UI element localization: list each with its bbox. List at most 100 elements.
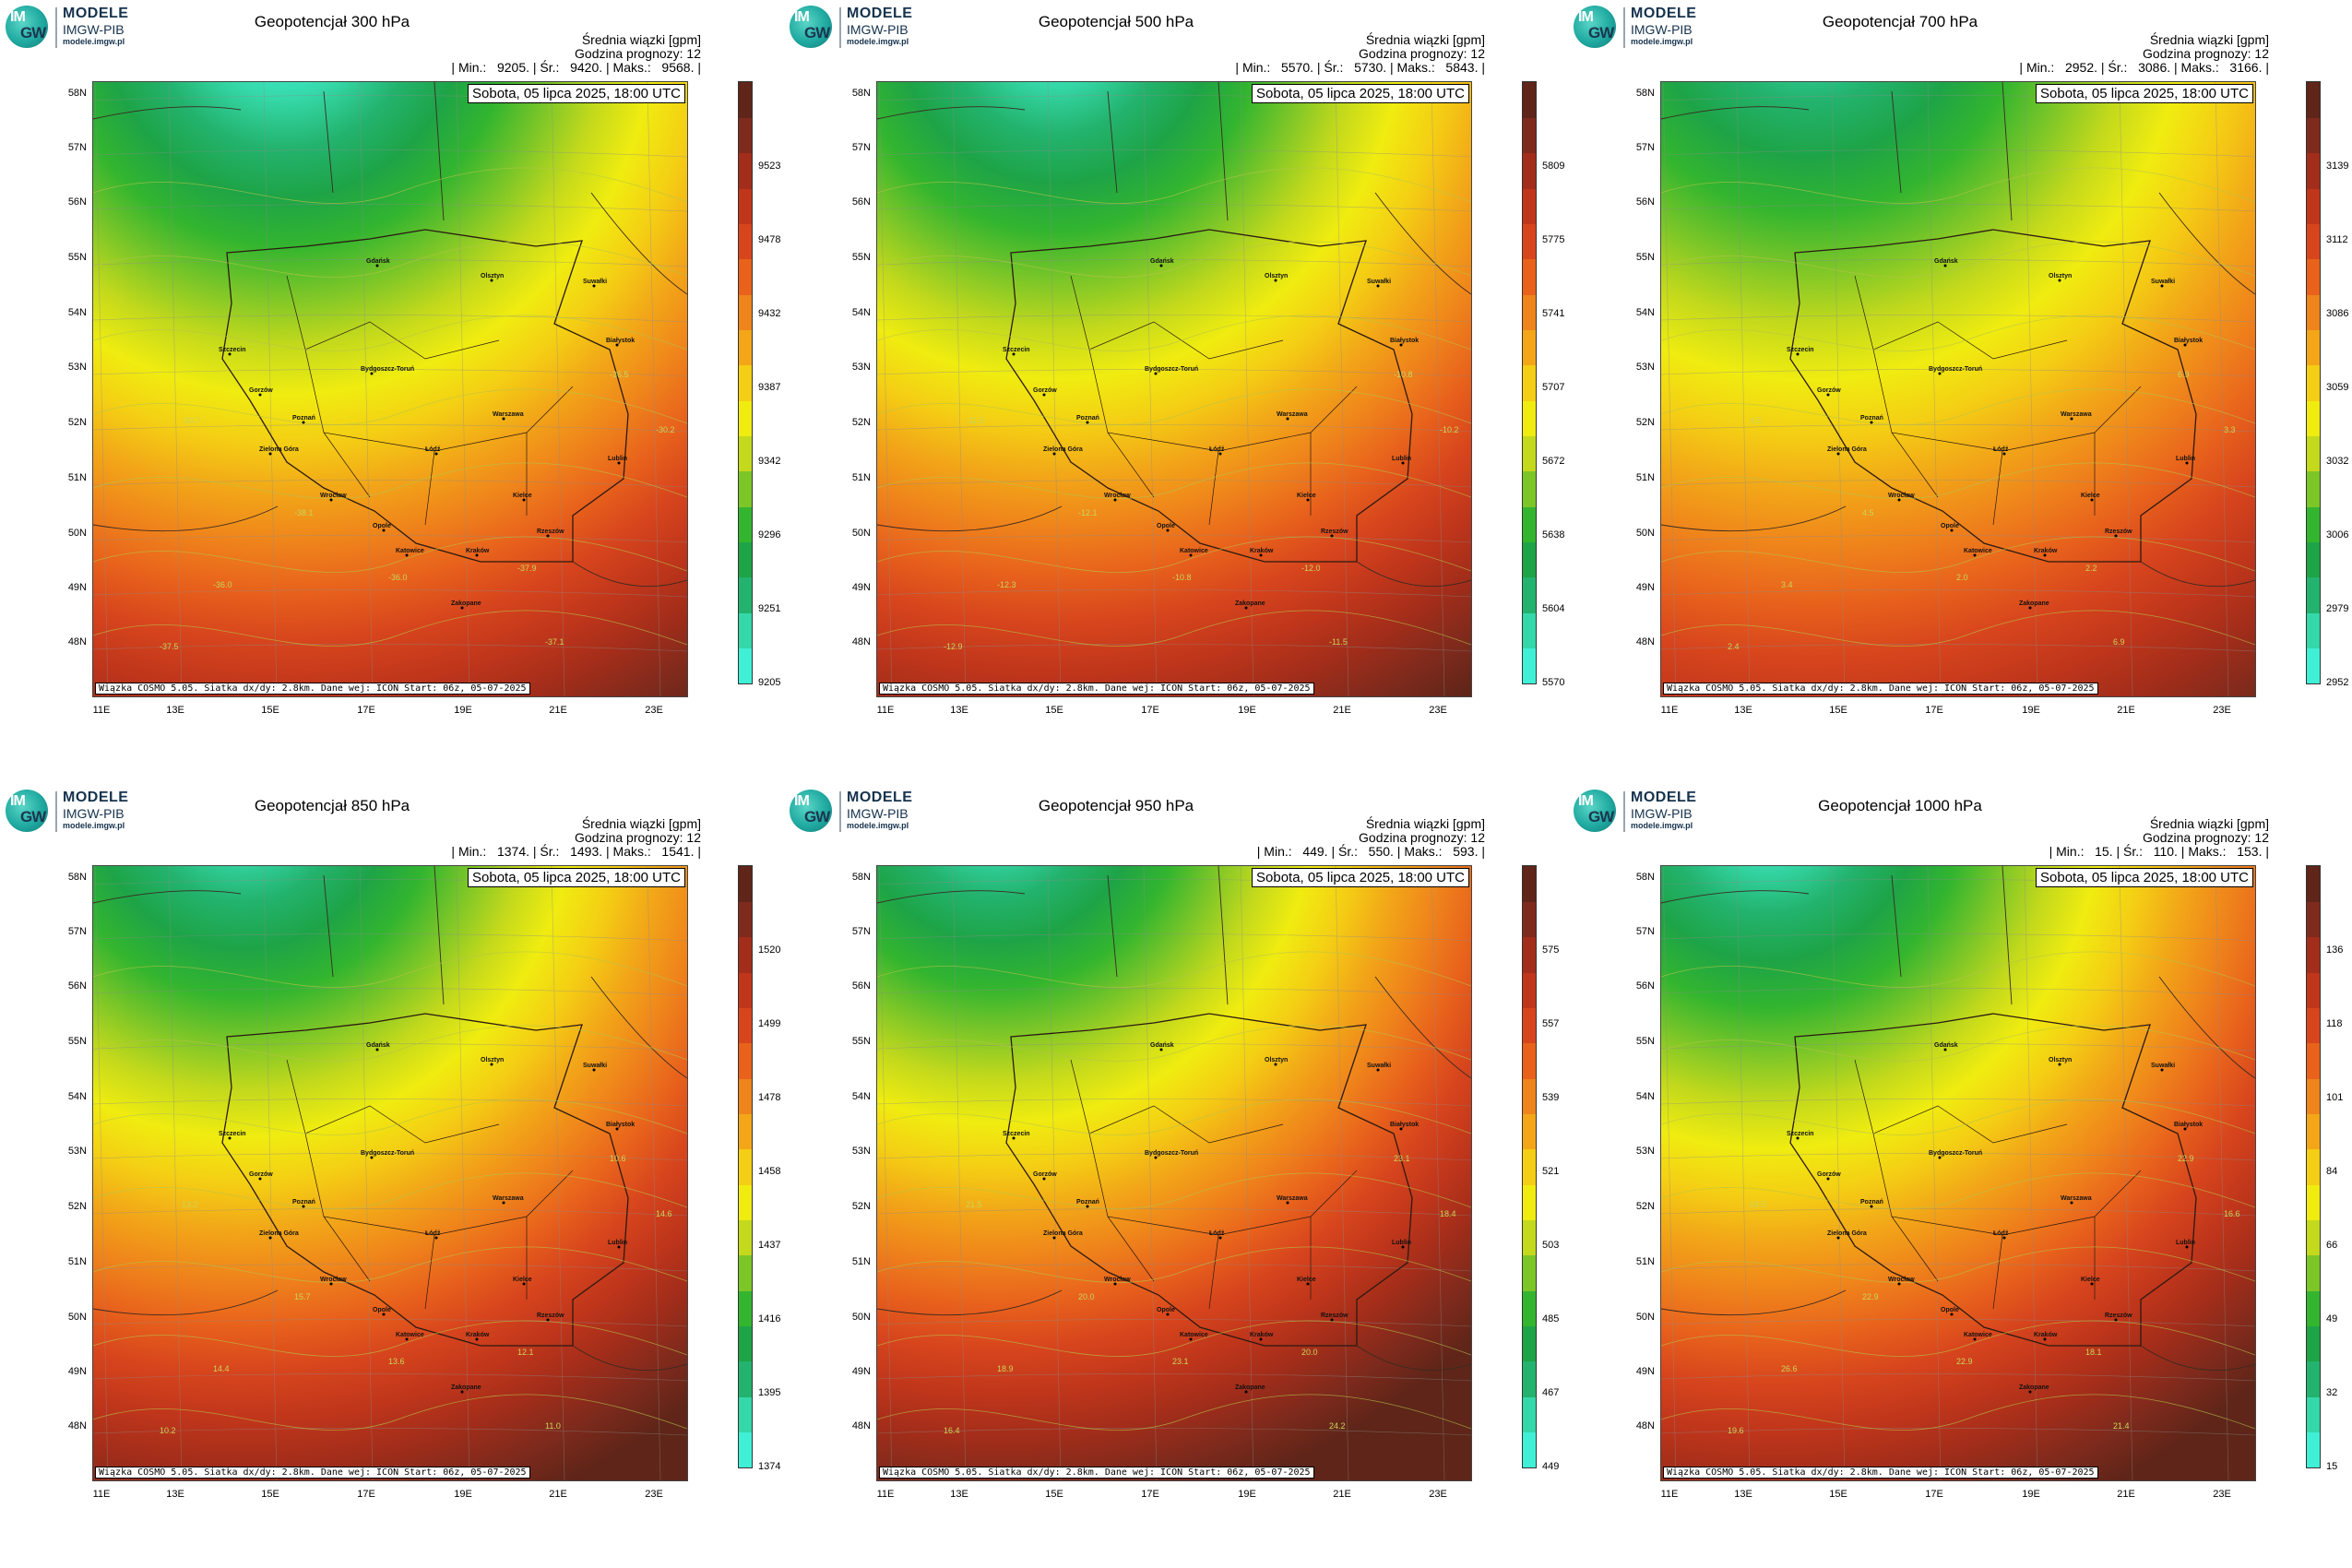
- contour-value: -10.8: [1394, 370, 1413, 379]
- city-dot: [1950, 1313, 1954, 1316]
- city-name: Suwałki: [2151, 279, 2175, 285]
- field-map: Gdańsk Olsztyn Suwałki Szczecin Białystok Byd…: [877, 82, 1471, 696]
- map-area[interactable]: Gdańsk Olsztyn Suwałki Szczecin Białystok Byd…: [1660, 81, 2256, 697]
- city-name: Kraków: [1250, 1332, 1274, 1338]
- city-name: Gorzów: [1817, 387, 1841, 394]
- city-name: Suwałki: [583, 279, 607, 285]
- city-name: Łódź: [1993, 1230, 2009, 1237]
- contour-value: 24.5: [1750, 1200, 1766, 1209]
- city-dot: [302, 1205, 305, 1208]
- logo-url[interactable]: modele.imgw.pl: [1631, 37, 1693, 46]
- city-name: Bydgoszcz-Toruń: [361, 366, 414, 373]
- colorbar-segment: [739, 1042, 752, 1079]
- map-area[interactable]: Gdańsk Olsztyn Suwałki Szczecin Białystok Byd…: [876, 81, 1472, 697]
- unit-line: Średnia wiązki [gpm]: [581, 32, 701, 47]
- lon-tick-label: 23E: [1429, 705, 1447, 716]
- city-label: Rzeszów: [1321, 1313, 1348, 1322]
- city-dot: [1166, 529, 1170, 532]
- city-label: Łódź: [1209, 1230, 1225, 1240]
- colorbar-segment: [739, 1431, 752, 1468]
- city-label: Łódź: [1209, 446, 1225, 456]
- imgw-logo[interactable]: IM GW MODELE IMGW-PIB modele.imgw.pl: [6, 790, 153, 834]
- city-dot: [1836, 452, 1840, 456]
- city-label: Warszawa: [1277, 411, 1308, 421]
- colorbar-segment: [739, 117, 752, 154]
- colorbar-label: 1458: [758, 1166, 781, 1177]
- city-label: Białystok: [1390, 338, 1419, 347]
- lat-tick-label: 55N: [1635, 252, 1655, 263]
- contour-lines: [1661, 167, 2255, 647]
- stats-line: | Min.: 1374. | Śr.: 1493. | Maks.: 1541…: [451, 844, 701, 859]
- colorbar-label: 3006: [2326, 529, 2349, 540]
- lat-tick-label: 54N: [851, 307, 871, 318]
- lat-tick-label: 57N: [851, 926, 871, 937]
- city-label: Poznań: [1860, 415, 1883, 424]
- colorbar-segment: [1523, 1325, 1536, 1362]
- lon-tick-label: 15E: [1045, 1489, 1063, 1500]
- valid-date: Sobota, 05 lipca 2025, 18:00 UTC: [468, 868, 685, 887]
- city-name: Szczecin: [1003, 347, 1030, 353]
- panel-info: Średnia wiązki [gpm] Godzina prognozy: 12…: [1235, 33, 1485, 75]
- logo-url[interactable]: modele.imgw.pl: [63, 821, 125, 830]
- panel-info: Średnia wiązki [gpm] Godzina prognozy: 12…: [2019, 33, 2269, 75]
- city-dot: [1286, 1201, 1289, 1205]
- imgw-logo[interactable]: IM GW MODELE IMGW-PIB modele.imgw.pl: [1574, 790, 1721, 834]
- city-label: Kraków: [2034, 1332, 2058, 1341]
- contour-value: 10.2: [160, 1426, 176, 1435]
- logo-url[interactable]: modele.imgw.pl: [847, 821, 909, 830]
- country-border: [221, 1013, 629, 1347]
- city-label: Lublin: [608, 1240, 627, 1249]
- graticule: [1661, 866, 2255, 1480]
- city-dot: [617, 1245, 621, 1249]
- lat-tick-label: 58N: [851, 88, 871, 99]
- logo-url[interactable]: modele.imgw.pl: [63, 37, 125, 46]
- lat-tick-label: 51N: [851, 472, 871, 483]
- map-area[interactable]: Gdańsk Olsztyn Suwałki Szczecin Białystok Byd…: [92, 865, 688, 1481]
- city-dot: [1897, 498, 1901, 502]
- contour-value: 23.1: [1394, 1154, 1410, 1163]
- city-label: Kraków: [466, 1332, 490, 1341]
- contour-value: -36.0: [213, 580, 232, 589]
- imgw-logo[interactable]: IM GW MODELE IMGW-PIB modele.imgw.pl: [6, 6, 153, 50]
- city-label: Bydgoszcz-Toruń: [1929, 366, 1982, 375]
- lon-tick-label: 17E: [1141, 705, 1159, 716]
- colorbar: [2306, 81, 2321, 684]
- contour-value: -37.9: [517, 564, 537, 573]
- lat-tick-label: 52N: [1635, 1201, 1655, 1212]
- map-area[interactable]: Gdańsk Olsztyn Suwałki Szczecin Białystok Byd…: [92, 81, 688, 697]
- lon-tick-label: 21E: [1333, 705, 1351, 716]
- lat-tick-label: 50N: [67, 528, 87, 539]
- city-dot: [1973, 1337, 1977, 1341]
- city-label: Rzeszów: [1321, 529, 1348, 538]
- lat-tick-label: 51N: [1635, 1256, 1655, 1267]
- logo-url[interactable]: modele.imgw.pl: [847, 37, 909, 46]
- logo-url[interactable]: modele.imgw.pl: [1631, 821, 1693, 830]
- city-dot: [1042, 1177, 1046, 1181]
- field-map: Gdańsk Olsztyn Suwałki Szczecin Białystok Byd…: [877, 866, 1471, 1480]
- city-label: Gorzów: [249, 1171, 273, 1181]
- lat-tick-label: 49N: [1635, 1366, 1655, 1377]
- city-dot: [1244, 606, 1248, 610]
- imgw-logo[interactable]: IM GW MODELE IMGW-PIB modele.imgw.pl: [790, 6, 937, 50]
- city-name: Lublin: [2176, 1240, 2195, 1246]
- map-area[interactable]: Gdańsk Olsztyn Suwałki Szczecin Białystok Byd…: [1660, 865, 2256, 1481]
- city-name: Warszawa: [2061, 411, 2092, 418]
- city-label: Gorzów: [1033, 387, 1057, 397]
- city-dot: [1218, 1236, 1222, 1240]
- city-dot: [1826, 1177, 1830, 1181]
- city-dot: [1086, 1205, 1089, 1208]
- imgw-logo[interactable]: IM GW MODELE IMGW-PIB modele.imgw.pl: [790, 790, 937, 834]
- colorbar-label: 485: [1542, 1313, 1560, 1324]
- map-area[interactable]: Gdańsk Olsztyn Suwałki Szczecin Białystok Byd…: [876, 865, 1472, 1481]
- city-name: Kielce: [1297, 1277, 1316, 1283]
- city-name: Lublin: [1392, 456, 1411, 462]
- contour-value: 6.9: [2178, 370, 2190, 379]
- imgw-logo[interactable]: IM GW MODELE IMGW-PIB modele.imgw.pl: [1574, 6, 1721, 50]
- city-label: Zielona Góra: [1827, 1230, 1867, 1240]
- logo-divider: [1623, 791, 1625, 832]
- city-label: Wrocław: [1888, 493, 1915, 502]
- valid-date: Sobota, 05 lipca 2025, 18:00 UTC: [2036, 84, 2253, 103]
- city-dot: [2160, 284, 2164, 288]
- colorbar-label: 136: [2326, 944, 2344, 956]
- lon-tick-label: 21E: [549, 1489, 567, 1500]
